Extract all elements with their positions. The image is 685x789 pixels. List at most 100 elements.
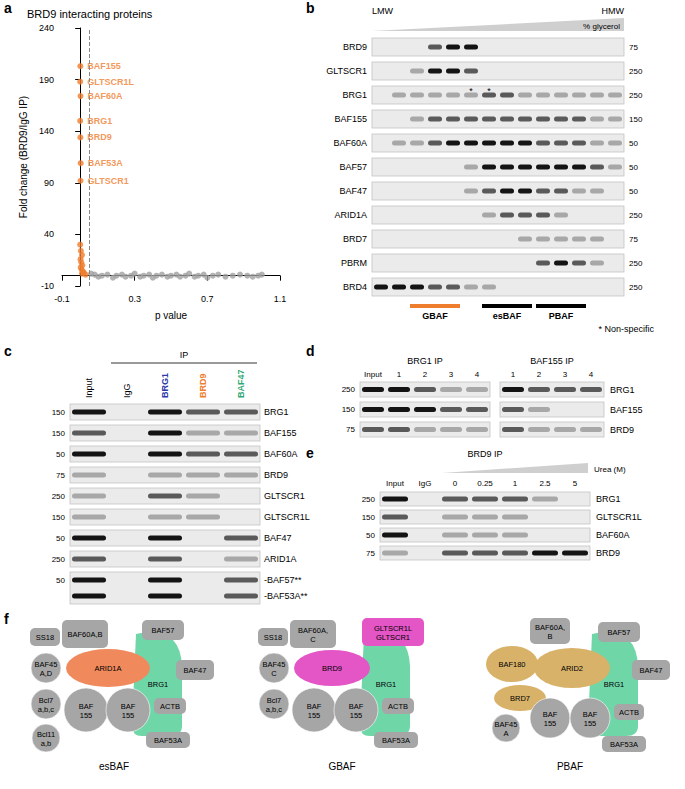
svg-text:1: 1 xyxy=(511,370,516,379)
svg-text:250: 250 xyxy=(52,492,66,501)
svg-text:2: 2 xyxy=(423,370,428,379)
svg-text:75: 75 xyxy=(346,425,355,434)
svg-text:c: c xyxy=(4,343,12,359)
svg-text:BAF53A: BAF53A xyxy=(154,736,182,745)
svg-text:0.3: 0.3 xyxy=(128,294,141,304)
svg-text:BAF155: BAF155 xyxy=(264,428,297,438)
svg-text:BRD9 IP: BRD9 IP xyxy=(467,449,502,459)
svg-text:ARID1A: ARID1A xyxy=(264,554,297,564)
svg-text:BAF45: BAF45 xyxy=(495,720,518,729)
svg-text:BAF60A,B: BAF60A,B xyxy=(67,630,102,639)
svg-text:40: 40 xyxy=(44,229,54,239)
svg-text:BAF45: BAF45 xyxy=(263,660,286,669)
svg-text:75: 75 xyxy=(629,235,638,244)
svg-text:4: 4 xyxy=(589,370,594,379)
svg-text:BAF60A,: BAF60A, xyxy=(298,626,328,635)
svg-text:BAF47: BAF47 xyxy=(264,533,292,543)
svg-text:*: * xyxy=(469,86,473,96)
svg-text:IgG: IgG xyxy=(419,479,432,488)
svg-text:BRG1: BRG1 xyxy=(160,373,170,398)
svg-text:250: 250 xyxy=(629,211,643,220)
svg-text:esBAF: esBAF xyxy=(493,311,522,321)
svg-text:BRG1: BRG1 xyxy=(610,385,635,395)
svg-text:GLTSCR1L: GLTSCR1L xyxy=(264,512,310,522)
svg-text:BAF155: BAF155 xyxy=(87,61,121,71)
svg-text:250: 250 xyxy=(629,91,643,100)
svg-text:GLTSCR1: GLTSCR1 xyxy=(376,633,410,642)
svg-text:GLTSCR1: GLTSCR1 xyxy=(264,491,305,501)
svg-text:BAF57: BAF57 xyxy=(339,162,367,172)
svg-text:BRD9: BRD9 xyxy=(264,470,288,480)
svg-text:BRG1: BRG1 xyxy=(376,680,396,689)
svg-text:Bcl7: Bcl7 xyxy=(39,696,54,705)
svg-text:BAF: BAF xyxy=(307,702,322,711)
svg-text:GLTSCR1: GLTSCR1 xyxy=(326,66,367,76)
svg-text:BRG1: BRG1 xyxy=(148,680,168,689)
svg-text:BAF180: BAF180 xyxy=(498,660,525,669)
svg-text:*: * xyxy=(487,86,491,96)
svg-text:BRG1: BRG1 xyxy=(604,680,624,689)
svg-text:PBRM: PBRM xyxy=(341,258,367,268)
svg-text:3: 3 xyxy=(563,370,568,379)
svg-text:BAF60A: BAF60A xyxy=(264,449,298,459)
svg-text:LMW: LMW xyxy=(372,6,394,16)
svg-text:ACTB: ACTB xyxy=(388,702,408,711)
svg-text:b: b xyxy=(306,0,315,16)
svg-text:e: e xyxy=(306,445,314,461)
svg-text:ARID1A: ARID1A xyxy=(94,664,121,673)
svg-text:BRD9 interacting proteins: BRD9 interacting proteins xyxy=(27,8,153,20)
svg-text:240: 240 xyxy=(39,23,54,33)
svg-text:155: 155 xyxy=(544,719,557,728)
svg-text:1: 1 xyxy=(397,370,402,379)
svg-text:Bcl11: Bcl11 xyxy=(37,730,55,739)
svg-text:BAF57: BAF57 xyxy=(152,626,175,635)
svg-text:Input: Input xyxy=(364,370,383,379)
svg-text:75: 75 xyxy=(366,549,375,558)
svg-text:GBAF: GBAF xyxy=(422,311,448,321)
svg-text:BRD9: BRD9 xyxy=(596,548,620,558)
svg-text:% glycerol: % glycerol xyxy=(583,22,620,31)
svg-text:BAF60A: BAF60A xyxy=(596,530,630,540)
svg-text:75: 75 xyxy=(56,471,65,480)
svg-text:50: 50 xyxy=(629,163,638,172)
svg-text:A: A xyxy=(503,729,508,738)
svg-text:d: d xyxy=(306,343,315,359)
svg-text:3: 3 xyxy=(449,370,454,379)
svg-text:2.5: 2.5 xyxy=(539,479,551,488)
svg-text:PBAF: PBAF xyxy=(549,311,574,321)
svg-text:HMW: HMW xyxy=(602,6,625,16)
svg-text:250: 250 xyxy=(629,283,643,292)
svg-text:BAF60A: BAF60A xyxy=(88,91,124,101)
svg-text:GLTSCR1L: GLTSCR1L xyxy=(374,624,412,633)
svg-text:BAF47: BAF47 xyxy=(339,186,367,196)
svg-text:1.1: 1.1 xyxy=(274,294,287,304)
svg-text:50: 50 xyxy=(56,576,65,585)
svg-text:* Non-specific: * Non-specific xyxy=(598,324,654,334)
svg-text:BRD7: BRD7 xyxy=(343,234,367,244)
svg-text:0.25: 0.25 xyxy=(477,479,493,488)
svg-text:BRG1: BRG1 xyxy=(596,494,621,504)
svg-text:GBAF: GBAF xyxy=(328,761,355,772)
svg-text:BAF45: BAF45 xyxy=(35,660,58,669)
svg-text:0.7: 0.7 xyxy=(201,294,214,304)
svg-text:PBAF: PBAF xyxy=(557,761,583,772)
svg-text:Bcl7: Bcl7 xyxy=(267,696,282,705)
svg-text:SS18: SS18 xyxy=(264,633,282,642)
svg-text:0: 0 xyxy=(453,479,458,488)
svg-text:150: 150 xyxy=(52,429,66,438)
svg-text:BAF53A: BAF53A xyxy=(88,158,124,168)
svg-text:150: 150 xyxy=(52,513,66,522)
svg-text:BAF155: BAF155 xyxy=(610,405,643,415)
svg-text:BRD4: BRD4 xyxy=(343,282,367,292)
svg-text:50: 50 xyxy=(629,139,638,148)
svg-text:-10: -10 xyxy=(41,281,54,291)
svg-text:f: f xyxy=(4,611,9,627)
svg-text:A,D: A,D xyxy=(40,669,53,678)
svg-text:90: 90 xyxy=(44,178,54,188)
svg-text:B: B xyxy=(547,632,552,641)
svg-text:BAF: BAF xyxy=(543,710,558,719)
svg-text:BRG1: BRG1 xyxy=(342,90,367,100)
svg-text:155: 155 xyxy=(584,719,597,728)
svg-text:150: 150 xyxy=(629,115,643,124)
svg-text:BAF47: BAF47 xyxy=(236,369,246,398)
